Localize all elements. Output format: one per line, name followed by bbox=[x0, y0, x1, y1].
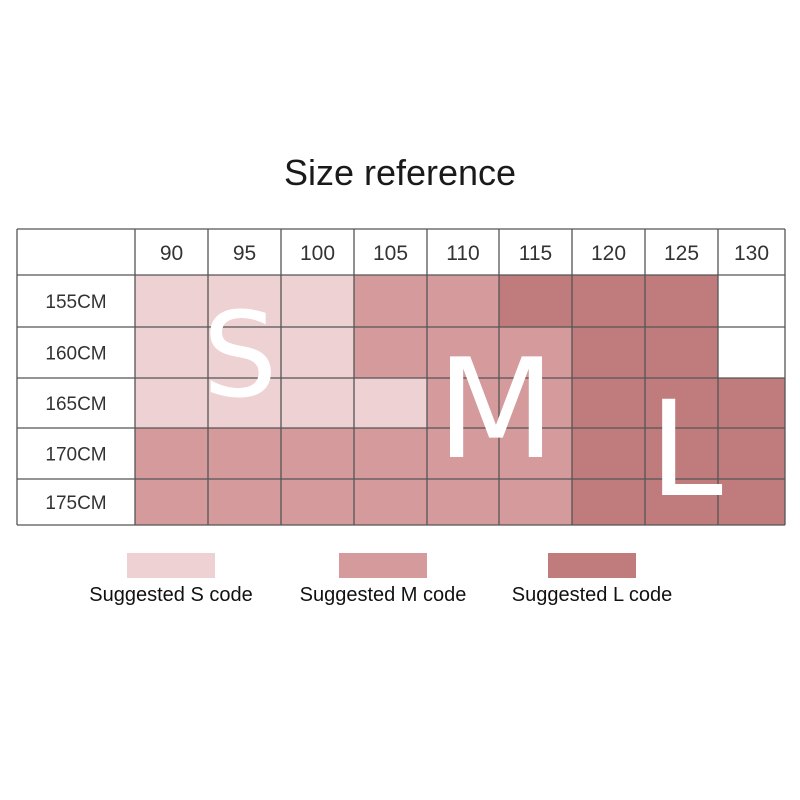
legend-item-l: Suggested L code bbox=[477, 553, 707, 607]
column-header-115: 115 bbox=[519, 242, 552, 265]
cell-170CM-125 bbox=[645, 428, 718, 479]
cell-155CM-100 bbox=[281, 275, 354, 327]
cell-160CM-125 bbox=[645, 327, 718, 378]
cell-175CM-115 bbox=[499, 479, 572, 525]
row-header-160CM: 160CM bbox=[45, 344, 106, 365]
row-header-165CM: 165CM bbox=[45, 394, 106, 415]
cell-165CM-110 bbox=[427, 378, 499, 428]
cell-165CM-125 bbox=[645, 378, 718, 428]
legend-swatch-s bbox=[127, 553, 215, 578]
legend-swatch-m bbox=[339, 553, 427, 578]
grid-lines bbox=[16, 228, 786, 526]
cell-175CM-100 bbox=[281, 479, 354, 525]
legend: Suggested S code Suggested M code Sugges… bbox=[0, 553, 800, 613]
cell-160CM-130 bbox=[718, 327, 785, 378]
cell-165CM-100 bbox=[281, 378, 354, 428]
cell-175CM-130 bbox=[718, 479, 785, 525]
cell-170CM-90 bbox=[135, 428, 208, 479]
cell-160CM-105 bbox=[354, 327, 427, 378]
cell-155CM-105 bbox=[354, 275, 427, 327]
cell-160CM-90 bbox=[135, 327, 208, 378]
column-header-110: 110 bbox=[446, 242, 479, 265]
cell-160CM-95 bbox=[208, 327, 281, 378]
column-header-105: 105 bbox=[373, 242, 408, 265]
cell-155CM-125 bbox=[645, 275, 718, 327]
cell-165CM-105 bbox=[354, 378, 427, 428]
cell-155CM-110 bbox=[427, 275, 499, 327]
cell-170CM-105 bbox=[354, 428, 427, 479]
cell-175CM-90 bbox=[135, 479, 208, 525]
cell-170CM-95 bbox=[208, 428, 281, 479]
cell-170CM-100 bbox=[281, 428, 354, 479]
cell-155CM-115 bbox=[499, 275, 572, 327]
column-header-130: 130 bbox=[734, 242, 769, 265]
row-header-175CM: 175CM bbox=[45, 493, 106, 514]
column-header-125: 125 bbox=[664, 242, 699, 265]
region-letter-s: S bbox=[203, 286, 278, 424]
legend-item-m: Suggested M code bbox=[268, 553, 498, 607]
cell-165CM-95 bbox=[208, 378, 281, 428]
cell-170CM-115 bbox=[499, 428, 572, 479]
cell-165CM-130 bbox=[718, 378, 785, 428]
header-labels: 90 95 100 105 110 115 120 125 130 155CM 160CM 165CM… bbox=[45, 242, 769, 514]
cell-160CM-110 bbox=[427, 327, 499, 378]
cell-175CM-120 bbox=[572, 479, 645, 525]
cell-160CM-100 bbox=[281, 327, 354, 378]
cell-165CM-90 bbox=[135, 378, 208, 428]
legend-swatch-l bbox=[548, 553, 636, 578]
cell-175CM-110 bbox=[427, 479, 499, 525]
column-header-120: 120 bbox=[591, 242, 626, 265]
row-header-155CM: 155CM bbox=[45, 292, 106, 313]
cell-155CM-95 bbox=[208, 275, 281, 327]
cell-155CM-130 bbox=[718, 275, 785, 327]
cell-165CM-115 bbox=[499, 378, 572, 428]
region-letter-l: L bbox=[649, 373, 723, 527]
cell-160CM-115 bbox=[499, 327, 572, 378]
cell-160CM-120 bbox=[572, 327, 645, 378]
cells-layer bbox=[135, 275, 785, 525]
legend-item-s: Suggested S code bbox=[56, 553, 286, 607]
row-header-170CM: 170CM bbox=[45, 445, 106, 466]
cell-165CM-120 bbox=[572, 378, 645, 428]
cell-155CM-90 bbox=[135, 275, 208, 327]
legend-label-l: Suggested L code bbox=[511, 584, 673, 606]
cell-175CM-105 bbox=[354, 479, 427, 525]
page-title: Size reference bbox=[283, 152, 517, 193]
cell-155CM-120 bbox=[572, 275, 645, 327]
cell-170CM-120 bbox=[572, 428, 645, 479]
cell-170CM-130 bbox=[718, 428, 785, 479]
column-header-100: 100 bbox=[300, 242, 335, 265]
legend-label-s: Suggested S code bbox=[89, 584, 253, 606]
cell-175CM-95 bbox=[208, 479, 281, 525]
column-header-90: 90 bbox=[160, 242, 183, 265]
cell-175CM-125 bbox=[645, 479, 718, 525]
cell-170CM-110 bbox=[427, 428, 499, 479]
region-letter-m: M bbox=[436, 329, 555, 490]
legend-label-m: Suggested M code bbox=[299, 584, 467, 606]
column-header-95: 95 bbox=[233, 242, 256, 265]
